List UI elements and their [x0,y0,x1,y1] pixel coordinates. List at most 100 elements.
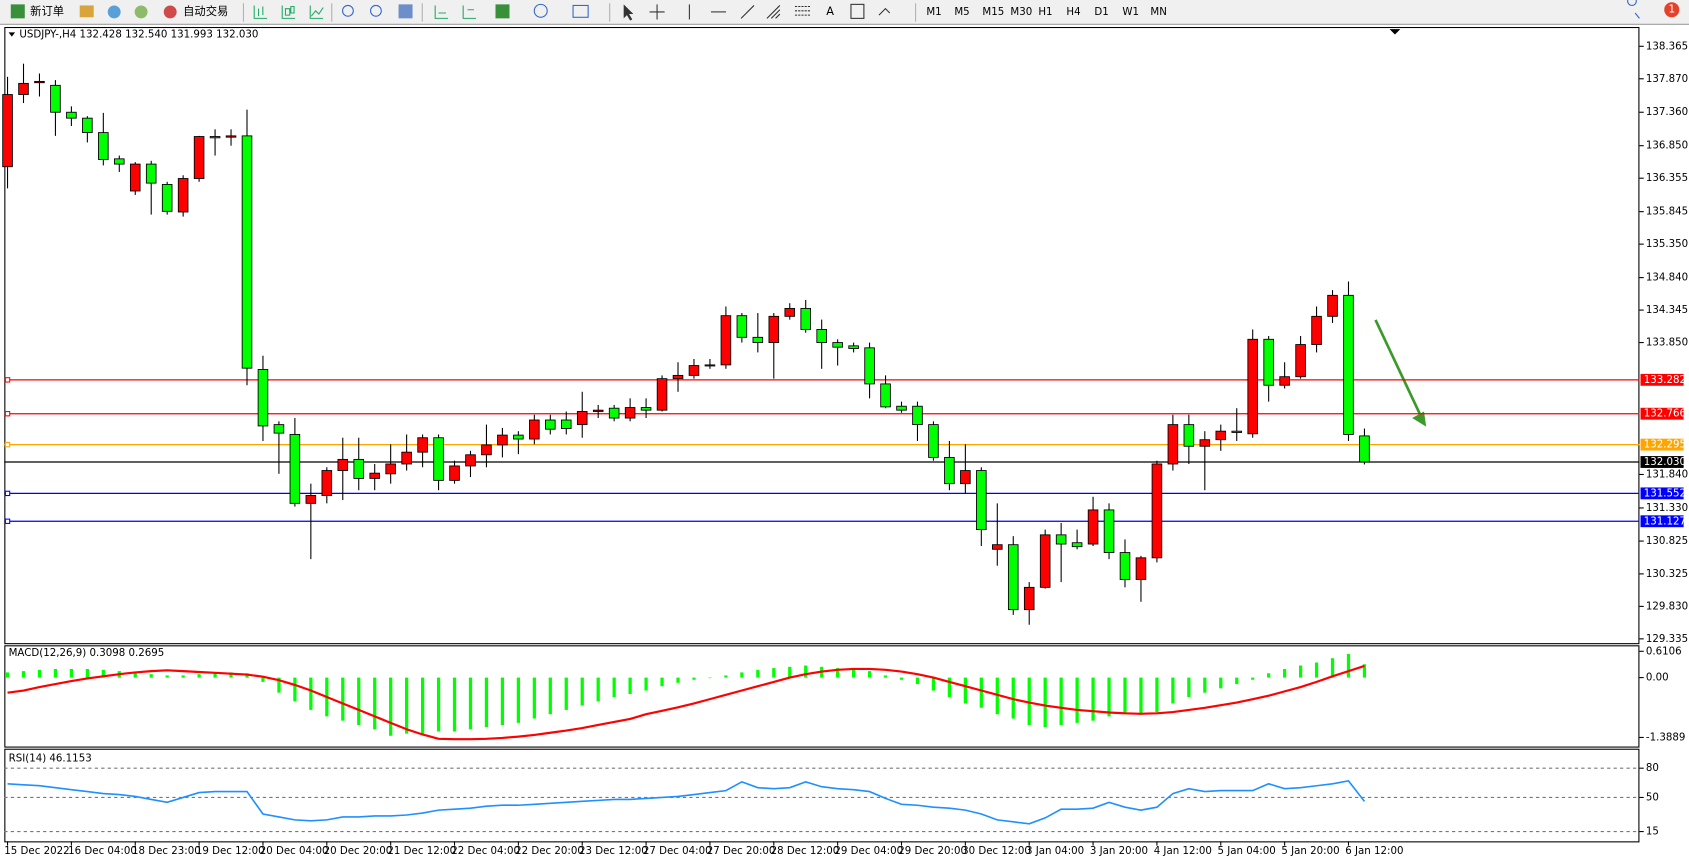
macd-bar [389,677,393,736]
candle-body [752,336,764,344]
y-tick-label: 131.330 [1646,503,1688,514]
new-order-icon[interactable] [10,4,25,19]
macd-bar [1171,677,1175,704]
x-tick-label: 22 Dec 04:00 [451,846,520,857]
y-tick-label: 136.850 [1646,141,1688,152]
candle-body [66,111,77,119]
toolbar-items: 新订单 自动交易 A 1 M1 M5 M15 M30 H1 H4 D1 W1 [10,0,1680,22]
candle-body [401,451,412,465]
annotation-arrow [1374,319,1421,415]
notification-badge[interactable] [1664,2,1680,18]
auto-trade-icon[interactable] [163,5,177,19]
bar-chart-icon[interactable] [253,5,268,19]
header-marker [8,32,16,37]
x-tick-label: 20 Dec 20:00 [324,846,393,857]
macd-bar [1219,677,1223,689]
new-order-button[interactable]: 新订单 [30,4,64,18]
macd-bar [532,677,536,719]
timeframe-button: M5 [954,7,969,18]
macd-bar [1203,677,1207,693]
tile-icon[interactable] [398,4,413,19]
zoom-in-icon[interactable] [342,4,354,17]
auto-trade-button[interactable]: 自动交易 [183,4,228,18]
macd-bar [548,677,552,715]
macd-bar [724,675,728,678]
candle-body [1087,509,1099,545]
macd-bar [69,668,74,678]
macd-bar [53,668,58,678]
timeframe-button: M15 [982,7,1004,18]
macd-bar [1267,673,1271,678]
macd-bar [580,677,584,706]
candle-body [321,470,333,496]
x-tick-label: 15 Dec 2022 [4,846,69,857]
candle-body [1247,338,1258,435]
candle-body [545,419,556,430]
macd-bar [612,677,616,697]
macd-bar [788,666,792,678]
candle-body [513,434,524,440]
macd-bar [1155,677,1159,713]
candle-body [353,458,365,479]
channel-icon[interactable] [766,5,781,19]
candle-body [1119,552,1131,580]
candle-body [784,308,796,317]
timeframe-button: MN [1150,7,1166,18]
candle-body [1311,315,1322,345]
level-handle [4,441,11,448]
crosshair-icon[interactable] [649,4,665,20]
period-icon[interactable] [533,3,548,18]
toolbar [0,0,1689,25]
level-handle [4,411,11,417]
candle-body [768,315,780,344]
candle-body [928,424,939,458]
x-tick-label: 27 Dec 04:00 [643,846,712,857]
macd-bar [660,677,664,687]
candle-body [944,456,955,485]
template-icon[interactable] [572,4,589,18]
candle-body [1263,338,1274,386]
label-icon[interactable] [850,3,865,19]
x-tick-label: 5 Jan 20:00 [1281,846,1339,857]
shift-icon[interactable] [462,5,477,19]
x-tick-label: 29 Dec 04:00 [834,846,903,857]
trendline-icon[interactable] [740,5,755,19]
search-icon[interactable] [1627,0,1640,19]
candle-body [417,437,428,453]
arrow-icon[interactable] [878,7,891,16]
candle-body [800,308,812,330]
candle-body [337,458,349,471]
line-icon[interactable] [309,5,324,19]
x-tick-label: 27 Dec 20:00 [707,846,776,857]
candle-body [1359,435,1370,463]
y-tick-label: 130.325 [1646,569,1688,580]
cursor-icon[interactable] [623,4,634,21]
x-tick-label: 29 Dec 20:00 [898,846,967,857]
y-tick-label: 133.850 [1646,338,1688,349]
candle-body [688,365,700,376]
macd-bar [1251,677,1255,680]
level-label-box [1640,487,1684,500]
y-tick-label: 138.365 [1646,41,1688,52]
level-handle [4,490,11,497]
rsi-line [7,779,1366,825]
text-tool[interactable]: A [826,5,834,18]
macd-bar [851,668,856,678]
candle-body [1183,424,1195,447]
candle-body [369,472,380,479]
tool-icon[interactable] [79,5,94,18]
candle-body [704,364,716,367]
candle-body [257,369,269,427]
candle-body [1215,430,1227,441]
fibo-icon[interactable] [794,5,811,16]
macd-bar [500,677,505,725]
tool-icon[interactable] [107,5,121,19]
tool-icon[interactable] [134,5,148,19]
zoom-out-icon[interactable] [370,4,382,17]
macd-bar [1027,677,1031,725]
scroll-icon[interactable] [434,5,449,19]
candle-icon[interactable] [281,5,296,19]
indicator-icon[interactable] [495,4,510,19]
candle-body [896,405,907,411]
